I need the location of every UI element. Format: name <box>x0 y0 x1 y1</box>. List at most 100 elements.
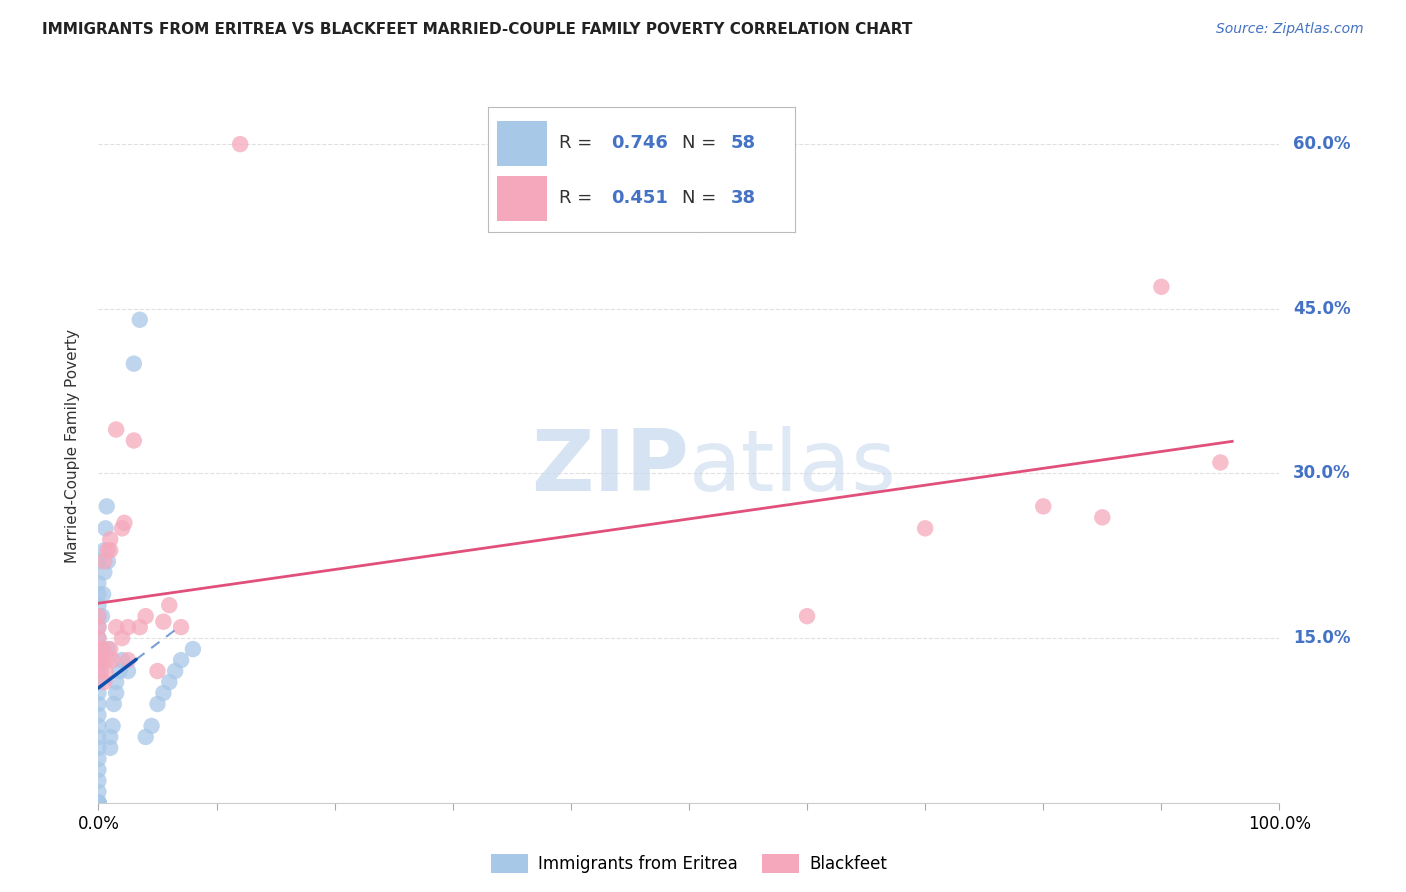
Point <box>141 719 163 733</box>
Point <box>87 587 110 601</box>
Point <box>170 620 193 634</box>
Point <box>91 587 114 601</box>
Point <box>105 675 128 690</box>
Point <box>165 664 187 678</box>
Point <box>105 423 128 437</box>
Point <box>1209 455 1232 469</box>
Text: 0.746: 0.746 <box>612 135 668 153</box>
Point <box>93 675 115 690</box>
Point <box>103 697 125 711</box>
Text: atlas: atlas <box>689 425 897 509</box>
Text: 38: 38 <box>731 189 756 207</box>
Point <box>98 543 121 558</box>
Point <box>87 719 110 733</box>
Text: Source: ZipAtlas.com: Source: ZipAtlas.com <box>1216 22 1364 37</box>
Point <box>94 664 117 678</box>
Point <box>146 664 169 678</box>
Point <box>87 773 110 788</box>
Point <box>87 785 110 799</box>
Point <box>87 763 110 777</box>
Point <box>181 642 204 657</box>
Point <box>87 664 110 678</box>
Point <box>87 796 110 810</box>
Point <box>122 357 145 371</box>
Point <box>87 796 110 810</box>
Point <box>87 686 110 700</box>
Point <box>90 664 112 678</box>
Point <box>128 312 150 326</box>
Point <box>91 609 114 624</box>
FancyBboxPatch shape <box>498 120 547 166</box>
Y-axis label: Married-Couple Family Poverty: Married-Couple Family Poverty <box>65 329 80 563</box>
Point <box>87 740 110 755</box>
Point <box>97 642 120 657</box>
Point <box>87 609 110 624</box>
Text: 45.0%: 45.0% <box>1294 300 1351 318</box>
Point <box>135 730 157 744</box>
Point <box>87 752 110 766</box>
Point <box>91 653 114 667</box>
Point <box>87 609 110 624</box>
Point <box>93 566 115 580</box>
Point <box>1091 510 1114 524</box>
Point <box>98 642 121 657</box>
Text: 0.451: 0.451 <box>612 189 668 207</box>
Point <box>105 620 128 634</box>
Text: ZIP: ZIP <box>531 425 689 509</box>
Point <box>1032 500 1054 514</box>
Text: N =: N = <box>682 135 721 153</box>
Text: IMMIGRANTS FROM ERITREA VS BLACKFEET MARRIED-COUPLE FAMILY POVERTY CORRELATION C: IMMIGRANTS FROM ERITREA VS BLACKFEET MAR… <box>42 22 912 37</box>
Point <box>1150 280 1173 294</box>
Legend: Immigrants from Eritrea, Blackfeet: Immigrants from Eritrea, Blackfeet <box>484 847 894 880</box>
Point <box>914 521 936 535</box>
Point <box>87 631 110 645</box>
Point <box>87 653 110 667</box>
Point <box>97 543 120 558</box>
Point <box>117 664 139 678</box>
Point <box>101 719 124 733</box>
Text: R =: R = <box>558 135 598 153</box>
Point <box>135 609 157 624</box>
Point <box>87 730 110 744</box>
Point <box>111 653 134 667</box>
Point <box>87 708 110 723</box>
Point <box>87 796 110 810</box>
Point <box>87 642 110 657</box>
FancyBboxPatch shape <box>498 176 547 220</box>
Point <box>128 620 150 634</box>
Point <box>157 675 180 690</box>
Point <box>87 796 110 810</box>
Point <box>87 796 110 810</box>
Point <box>87 598 110 612</box>
Point <box>111 521 134 535</box>
Point <box>101 653 124 667</box>
Point <box>146 697 169 711</box>
Point <box>112 516 135 530</box>
Point <box>796 609 818 624</box>
Point <box>108 664 131 678</box>
Point <box>229 137 252 152</box>
Point <box>87 631 110 645</box>
Point <box>117 620 139 634</box>
Point <box>91 642 114 657</box>
Text: R =: R = <box>558 189 598 207</box>
Point <box>157 598 180 612</box>
Text: 60.0%: 60.0% <box>1294 135 1351 153</box>
Point <box>93 543 115 558</box>
Point <box>87 576 110 591</box>
Point <box>111 631 134 645</box>
Point <box>152 686 174 700</box>
Point <box>98 740 121 755</box>
Point <box>87 554 110 568</box>
Point <box>122 434 145 448</box>
Point <box>87 620 110 634</box>
Point <box>87 653 110 667</box>
Point <box>93 554 115 568</box>
Point <box>87 697 110 711</box>
Text: 15.0%: 15.0% <box>1294 629 1351 647</box>
Point <box>170 653 193 667</box>
Point <box>87 620 110 634</box>
Text: 58: 58 <box>731 135 756 153</box>
Point <box>105 686 128 700</box>
Point <box>87 675 110 690</box>
